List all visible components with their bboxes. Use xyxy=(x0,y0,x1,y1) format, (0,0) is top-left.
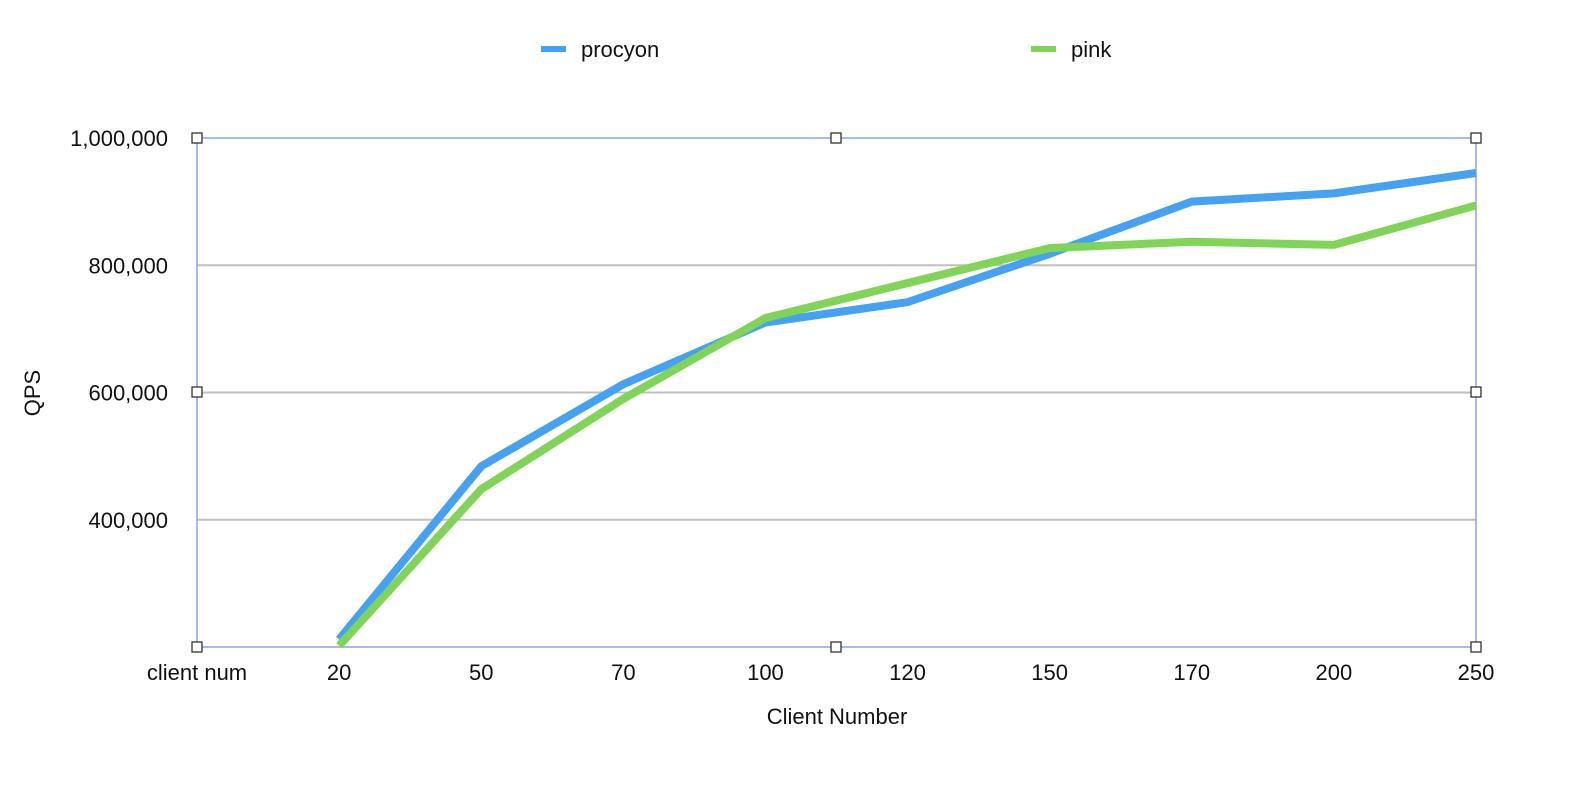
resize-handle[interactable] xyxy=(191,641,203,653)
x-axis-title: Client Number xyxy=(767,704,908,729)
selection-handles[interactable] xyxy=(191,132,1482,653)
series-lines xyxy=(336,169,1478,649)
resize-handle[interactable] xyxy=(1470,386,1482,398)
x-tick-label: 100 xyxy=(747,660,784,685)
x-axis-ticks: client num 20 50 70 100 120 150 170 200 250 xyxy=(147,660,1495,685)
series-line-procyon xyxy=(336,169,1477,642)
legend-label-procyon: procyon xyxy=(581,37,659,62)
resize-handle[interactable] xyxy=(191,386,203,398)
y-tick-label: 600,000 xyxy=(88,381,168,406)
y-axis-ticks: 400,000 600,000 800,000 1,000,000 xyxy=(70,126,168,533)
resize-handle[interactable] xyxy=(1470,641,1482,653)
resize-handle[interactable] xyxy=(1470,132,1482,144)
x-tick-label: 50 xyxy=(469,660,493,685)
x-tick-label: 20 xyxy=(327,660,351,685)
gridlines xyxy=(197,264,1476,521)
x-tick-label: client num xyxy=(147,660,247,685)
x-tick-label: 120 xyxy=(889,660,926,685)
x-tick-label: 200 xyxy=(1316,660,1353,685)
legend-label-pink: pink xyxy=(1071,37,1112,62)
x-tick-label: 150 xyxy=(1031,660,1068,685)
x-tick-label: 250 xyxy=(1458,660,1495,685)
x-tick-label: 70 xyxy=(611,660,635,685)
resize-handle[interactable] xyxy=(191,132,203,144)
y-axis-title: QPS xyxy=(20,370,45,416)
y-tick-label: 1,000,000 xyxy=(70,126,168,151)
series-line-pink xyxy=(336,201,1478,649)
y-tick-label: 400,000 xyxy=(88,508,168,533)
y-tick-label: 800,000 xyxy=(88,253,168,278)
resize-handle[interactable] xyxy=(830,641,842,653)
legend[interactable]: procyon pink xyxy=(541,37,1112,62)
x-tick-label: 170 xyxy=(1173,660,1210,685)
resize-handle[interactable] xyxy=(830,132,842,144)
